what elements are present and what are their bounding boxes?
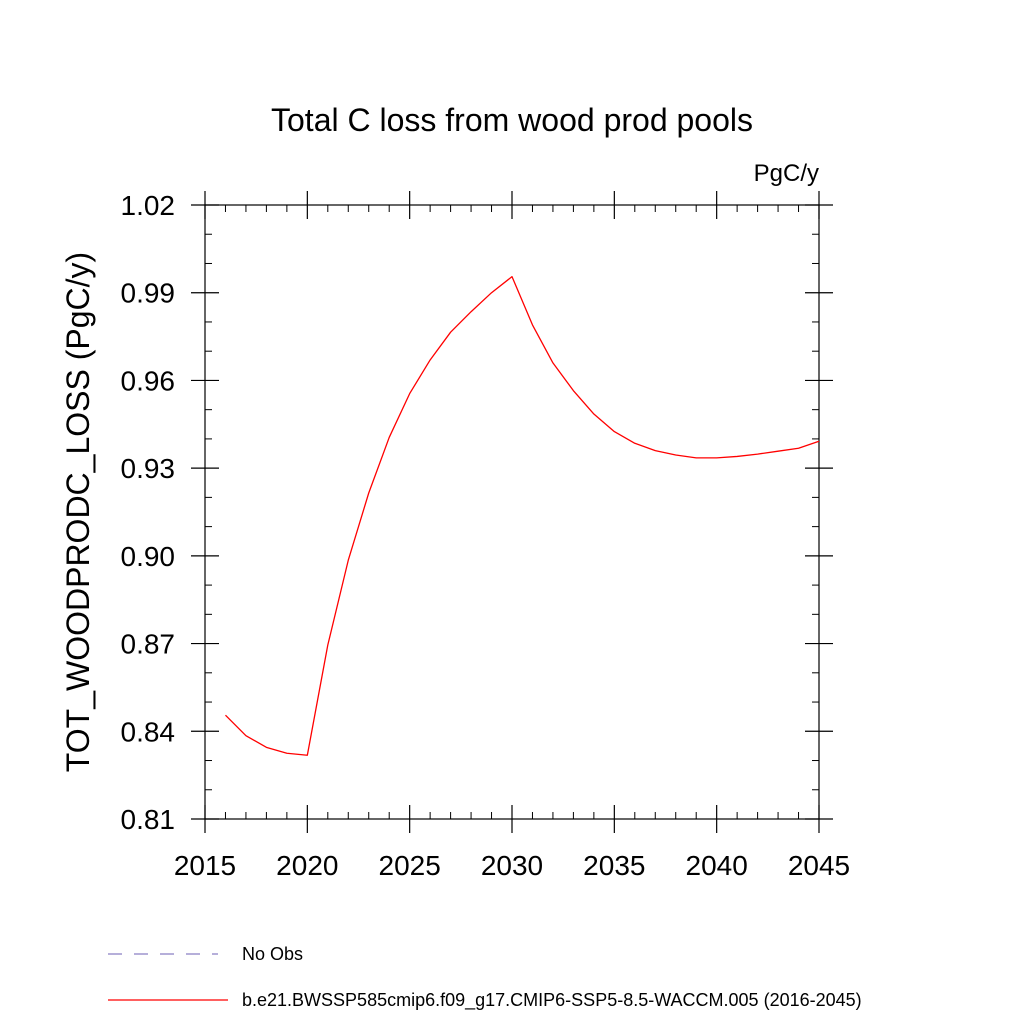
- y-tick-label-0: 0.81: [121, 804, 176, 835]
- y-tick-label-4: 0.93: [121, 453, 176, 484]
- x-tick-label-2030: 2030: [481, 850, 543, 881]
- units-label: PgC/y: [754, 160, 819, 187]
- plot-frame: [204, 204, 820, 820]
- x-tick-label-2025: 2025: [379, 850, 441, 881]
- legend-label-model-run: b.e21.BWSSP585cmip6.f09_g17.CMIP6-SSP5-8…: [242, 990, 862, 1011]
- y-tick-label-6: 0.99: [121, 278, 176, 309]
- y-tick-label-5: 0.96: [121, 365, 176, 396]
- legend: No Obs b.e21.BWSSP585cmip6.f09_g17.CMIP6…: [108, 944, 862, 1011]
- axis-ticks: 2015 2020 2025 2030 2035 2040 2045 0.81 0.84 0.87…: [121, 190, 851, 881]
- y-tick-label-2: 0.87: [121, 629, 176, 660]
- x-tick-label-2045: 2045: [788, 850, 850, 881]
- series-line-0: [225, 275, 820, 756]
- y-axis-label: TOT_WOODPRODC_LOSS (PgC/y): [60, 252, 96, 772]
- x-tick-label-2040: 2040: [686, 850, 748, 881]
- y-tick-label-3: 0.90: [121, 541, 176, 572]
- y-tick-label-7: 1.02: [121, 190, 176, 221]
- x-tick-label-2035: 2035: [583, 850, 645, 881]
- y-tick-label-1: 0.84: [121, 716, 176, 747]
- series-layer: [225, 275, 820, 756]
- x-tick-label-2020: 2020: [276, 850, 338, 881]
- chart-title: Total C loss from wood prod pools: [271, 102, 753, 138]
- x-tick-label-2015: 2015: [174, 850, 236, 881]
- legend-label-no-obs: No Obs: [242, 944, 303, 964]
